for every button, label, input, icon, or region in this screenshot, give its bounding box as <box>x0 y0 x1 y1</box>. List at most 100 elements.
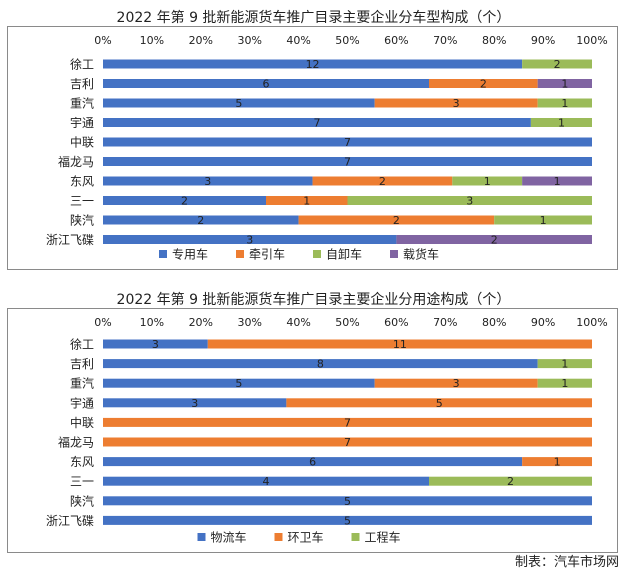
chart1-data-label: 2 <box>554 58 561 71</box>
chart2-legend-swatch <box>351 533 360 541</box>
chart1-xtick-8: 80% <box>482 34 506 47</box>
chart1-bar-segment <box>103 157 592 166</box>
chart1-bar-segment <box>452 176 523 186</box>
chart1-bar-segment <box>103 235 397 244</box>
chart1-bar-segment <box>103 215 299 225</box>
chart2-data-label: 1 <box>561 377 568 390</box>
chart2-data-label: 3 <box>191 397 198 410</box>
chart1-data-label: 7 <box>313 117 320 130</box>
chart1-bar-segment <box>103 79 429 88</box>
chart1-data-label: 3 <box>204 175 211 188</box>
chart2-category-label: 徐工 <box>70 337 94 352</box>
chart2-data-label: 4 <box>263 475 270 488</box>
chart2-legend-swatch <box>197 533 206 541</box>
chart1-bar-segment <box>522 59 592 69</box>
chart1-bar-segment <box>537 79 592 88</box>
chart2-category-label: 重汽 <box>70 376 94 391</box>
chart1-bar-segment <box>103 59 523 69</box>
chart2-frame <box>7 308 618 553</box>
chart1-data-label: 3 <box>453 97 460 110</box>
chart1-xtick-9: 90% <box>531 34 555 47</box>
chart1-category-label: 东风 <box>70 175 94 189</box>
chart1-data-label: 2 <box>480 78 487 91</box>
chart2-bar-segment <box>429 476 592 486</box>
chart2-bar-segment <box>103 457 523 467</box>
chart1-data-label: 1 <box>554 175 561 188</box>
chart1-bar-segment <box>494 215 592 225</box>
chart2-data-label: 3 <box>152 338 159 351</box>
chart1-bar-segment <box>103 118 531 127</box>
chart2-xtick-2: 20% <box>189 316 213 329</box>
chart1-bar-segment <box>103 98 375 108</box>
chart2-data-label: 6 <box>309 456 316 469</box>
chart1-legend-swatch <box>159 250 167 258</box>
chart1-bar-segment <box>396 235 592 244</box>
chart1-data-label: 1 <box>484 175 491 188</box>
chart2-bar-segment <box>103 496 592 506</box>
chart1-bar-segment <box>103 196 266 205</box>
chart1-category-label: 吉利 <box>70 77 94 91</box>
chart1-title: 2022 年第 9 批新能源货车推广目录主要企业分车型构成（个） <box>116 10 511 26</box>
chart2-legend-swatch <box>274 533 283 541</box>
chart2-category-label: 宇通 <box>70 396 94 410</box>
chart1-xtick-0: 0% <box>94 34 111 47</box>
chart1-category-label: 重汽 <box>70 96 94 111</box>
chart1-bar-segment <box>429 79 538 88</box>
chart2-bar-segment <box>103 417 592 427</box>
chart1-data-label: 1 <box>303 195 310 208</box>
chart2-data-label: 5 <box>436 397 443 410</box>
chart1-data-label: 2 <box>491 234 498 247</box>
chart1-bar-segment <box>537 98 592 108</box>
chart1-category-label: 陕汽 <box>70 213 94 228</box>
chart2-bar-segment <box>522 457 592 467</box>
chart1-data-label: 7 <box>344 156 351 169</box>
chart1-data-label: 2 <box>379 175 386 188</box>
chart1-category-label: 徐工 <box>70 57 94 72</box>
chart1-bar-segment <box>522 176 592 186</box>
chart2-data-label: 7 <box>344 436 351 449</box>
chart1-legend-swatch <box>313 250 321 258</box>
chart2-xtick-1: 10% <box>140 316 164 329</box>
chart2-xtick-3: 30% <box>237 316 261 329</box>
chart1-data-label: 1 <box>540 214 547 227</box>
chart2-bar-segment <box>103 359 538 369</box>
chart1-data-label: 7 <box>344 136 351 149</box>
chart2-category-label: 三一 <box>70 475 94 489</box>
chart1-legend-label: 牵引车 <box>249 247 285 262</box>
chart2-category-label: 东风 <box>70 455 94 469</box>
chart1-data-label: 1 <box>561 78 568 91</box>
chart1-data-label: 12 <box>306 58 320 71</box>
chart2-category-label: 福龙马 <box>58 435 94 450</box>
chart2-xtick-7: 70% <box>433 316 457 329</box>
chart1-category-label: 宇通 <box>70 116 94 130</box>
chart1-bar-segment <box>103 137 592 147</box>
chart1-data-label: 2 <box>197 214 204 227</box>
credit-label: 制表：汽车市场网 <box>514 555 619 570</box>
chart2-bar-segment <box>207 339 593 349</box>
chart1-category-label: 浙江飞碟 <box>46 233 94 247</box>
chart2-data-label: 5 <box>344 495 351 508</box>
chart2-legend-label: 工程车 <box>365 530 401 545</box>
chart2-xtick-10: 100% <box>576 316 607 329</box>
chart2-xtick-4: 40% <box>286 316 310 329</box>
chart1-xtick-1: 10% <box>140 34 164 47</box>
chart1-data-label: 3 <box>246 234 253 247</box>
chart2-data-label: 1 <box>554 456 561 469</box>
chart1-legend-label: 专用车 <box>172 247 208 262</box>
chart1-data-label: 1 <box>561 97 568 110</box>
chart1-bar-segment <box>298 215 495 225</box>
chart2-xtick-0: 0% <box>94 316 111 329</box>
chart2-category-label: 吉利 <box>70 357 94 371</box>
chart1-category-label: 中联 <box>70 135 94 150</box>
chart1-category-label: 福龙马 <box>58 154 94 169</box>
chart2-bar-segment <box>103 398 287 408</box>
chart2-bar-segment <box>103 378 375 388</box>
chart2-bar-segment <box>103 515 592 525</box>
chart2-data-label: 3 <box>453 377 460 390</box>
chart2-data-label: 5 <box>235 377 242 390</box>
chart2-bar-segment <box>537 359 592 369</box>
chart1-xtick-7: 70% <box>433 34 457 47</box>
chart1-data-label: 3 <box>466 195 473 208</box>
chart1-data-label: 2 <box>181 195 188 208</box>
